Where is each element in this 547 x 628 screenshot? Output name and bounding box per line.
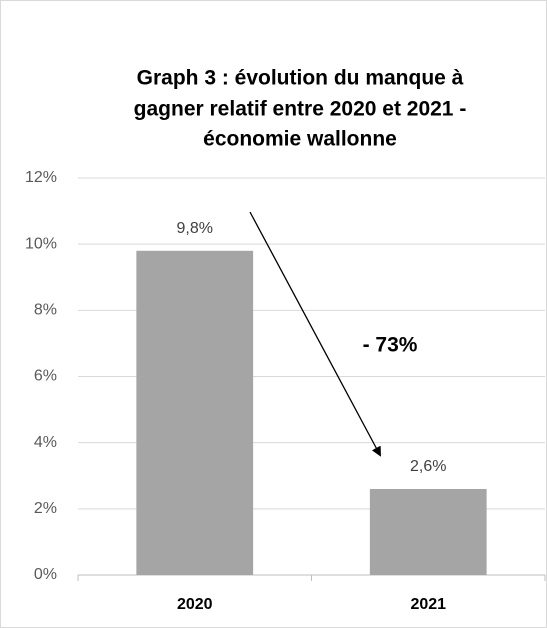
y-tick-label: 10%	[25, 235, 57, 252]
arrow	[249, 211, 381, 457]
x-tick-label: 2020	[177, 596, 213, 613]
value-label: 9,8%	[177, 220, 213, 237]
y-tick-label: 4%	[34, 434, 57, 451]
y-tick-label: 0%	[34, 566, 57, 583]
y-tick-label: 12%	[25, 169, 57, 186]
chart-title: économie wallonne	[203, 128, 397, 151]
y-tick-label: 6%	[34, 368, 57, 385]
bar	[369, 488, 487, 575]
chart-title: Graph 3 : évolution du manque à	[137, 67, 464, 90]
annotation: - 73%	[363, 334, 418, 357]
y-tick-label: 2%	[34, 500, 57, 517]
bar	[136, 250, 254, 576]
chart-title: gagner relatif entre 2020 et 2021 -	[134, 98, 467, 121]
y-tick-label: 8%	[34, 302, 57, 319]
x-tick-label: 2021	[410, 596, 446, 613]
value-label: 2,6%	[410, 458, 446, 475]
